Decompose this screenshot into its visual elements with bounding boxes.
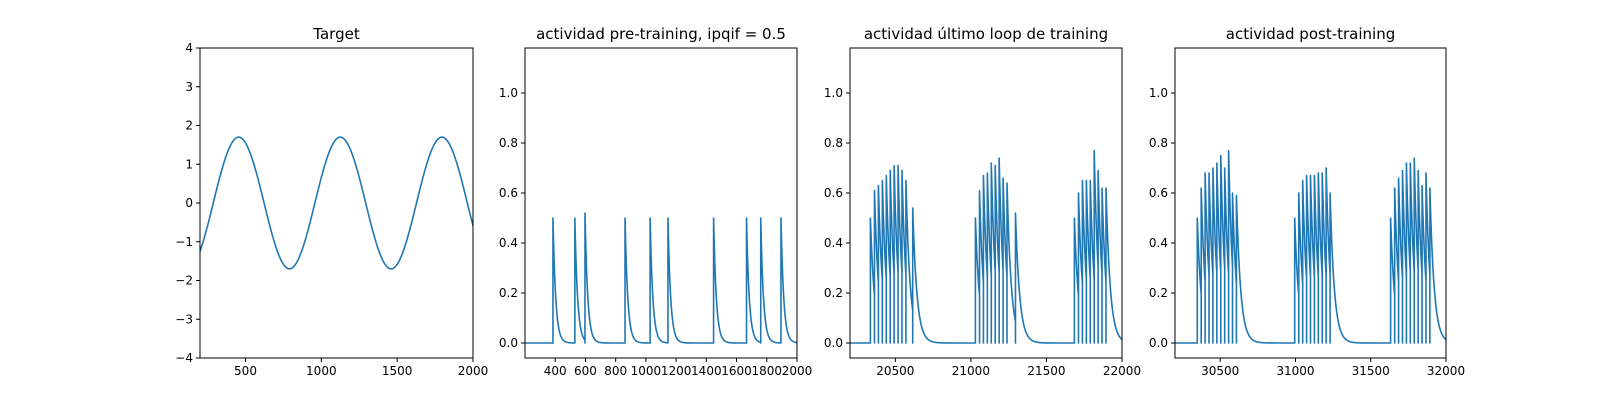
x-tick-label: 1000 <box>631 364 662 378</box>
series-line-4-1 <box>1175 149 1446 344</box>
y-tick-label: 3 <box>185 80 193 94</box>
y-tick-label: 0.6 <box>499 186 518 200</box>
x-tick-label: 21500 <box>1027 364 1065 378</box>
series-line-3-1 <box>850 149 1122 344</box>
y-tick-label: 1.0 <box>499 86 518 100</box>
axes-frame <box>849 47 1123 359</box>
y-tick-label: 0.2 <box>499 286 518 300</box>
x-tick-label: 21000 <box>952 364 990 378</box>
x-tick-label: 1600 <box>721 364 752 378</box>
x-tick-label: 32000 <box>1427 364 1465 378</box>
x-tick-label: 400 <box>544 364 567 378</box>
x-tick-label: 22000 <box>1103 364 1141 378</box>
x-tick-label: 1800 <box>752 364 783 378</box>
y-tick-label: 1 <box>185 157 193 171</box>
x-tick-label: 1500 <box>382 364 413 378</box>
y-tick-label: 0.8 <box>1149 136 1168 150</box>
subplots: 500 1000 1500 2000 −4 −3 −2 −1 0 1 2 3 4 Target 400 600… <box>175 25 1465 378</box>
x-tick-label: 1000 <box>306 364 337 378</box>
y-tick-label: −4 <box>175 351 193 365</box>
x-tick-label: 20500 <box>876 364 914 378</box>
y-tick-label: 0.6 <box>1149 186 1168 200</box>
y-tick-label: 0.8 <box>824 136 843 150</box>
x-tick-label: 2000 <box>782 364 813 378</box>
y-tick-label: −1 <box>175 235 193 249</box>
y-tick-label: 0.2 <box>1149 286 1168 300</box>
y-tick-label: 4 <box>185 41 193 55</box>
x-tick-label: 800 <box>604 364 627 378</box>
axes-frame <box>1174 47 1447 359</box>
y-tick-label: 0.0 <box>1149 336 1168 350</box>
subplot-title: actividad post-training <box>1226 25 1395 43</box>
x-tick-label: 30500 <box>1201 364 1239 378</box>
y-tick-label: 1.0 <box>824 86 843 100</box>
subplot-title: actividad pre-training, ipqif = 0.5 <box>536 25 786 43</box>
x-tick-label: 600 <box>574 364 597 378</box>
x-tick-label: 2000 <box>458 364 489 378</box>
y-tick-label: 0.4 <box>1149 236 1168 250</box>
subplot-3: 20500 21000 21500 22000 0.0 0.2 0.4 0.6 0.8 1.0 ac… <box>824 25 1141 378</box>
x-tick-label: 1400 <box>691 364 722 378</box>
y-tick-label: 0.4 <box>824 236 843 250</box>
subplot-4: 30500 31000 31500 32000 0.0 0.2 0.4 0.6 0.8 1.0 ac… <box>1149 25 1465 378</box>
y-tick-label: 0.2 <box>824 286 843 300</box>
x-tick-label: 1200 <box>661 364 692 378</box>
y-tick-label: 0.4 <box>499 236 518 250</box>
subplot-2: 400 600 800 1000 1200 1400 1600 1800 2000 0.0 0.2 0… <box>499 25 812 378</box>
series-line-1-1 <box>200 136 473 270</box>
subplot-title: Target <box>312 25 360 43</box>
x-tick-label: 31000 <box>1276 364 1314 378</box>
x-tick-label: 31500 <box>1352 364 1390 378</box>
y-tick-label: 0.6 <box>824 186 843 200</box>
y-tick-label: −2 <box>175 274 193 288</box>
y-tick-label: 0 <box>185 196 193 210</box>
y-tick-label: 0.8 <box>499 136 518 150</box>
y-tick-label: 2 <box>185 119 193 133</box>
subplot-1: 500 1000 1500 2000 −4 −3 −2 −1 0 1 2 3 4 Target <box>175 25 488 378</box>
y-tick-label: 0.0 <box>824 336 843 350</box>
y-tick-label: 1.0 <box>1149 86 1168 100</box>
series-line-2-1 <box>525 212 797 344</box>
x-tick-label: 500 <box>234 364 257 378</box>
subplot-title: actividad último loop de training <box>864 25 1108 43</box>
y-tick-label: 0.0 <box>499 336 518 350</box>
axes-frame <box>524 47 798 359</box>
y-tick-label: −3 <box>175 312 193 326</box>
